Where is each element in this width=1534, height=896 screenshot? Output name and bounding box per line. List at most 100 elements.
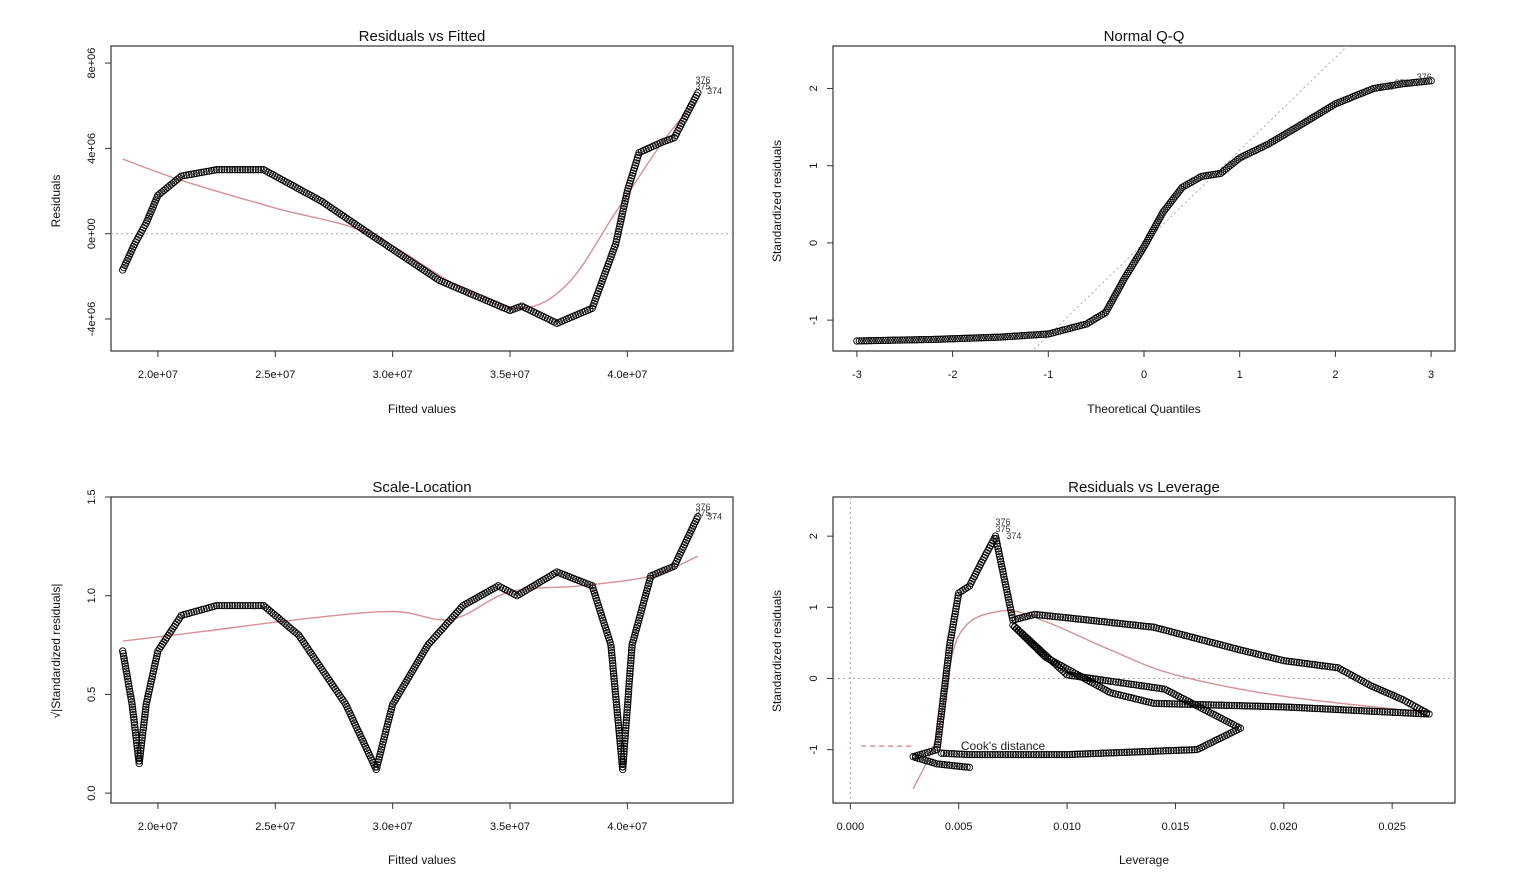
data-point — [1040, 750, 1048, 759]
data-point — [1317, 108, 1325, 117]
data-point — [126, 687, 134, 696]
data-point — [620, 745, 628, 753]
data-point — [1002, 585, 1011, 594]
data-point — [254, 166, 263, 174]
data-point — [1308, 704, 1316, 712]
data-point — [613, 708, 621, 717]
data-point — [1154, 747, 1162, 755]
data-point — [1119, 679, 1128, 687]
data-point — [980, 334, 988, 342]
data-point — [138, 736, 146, 744]
data-point — [138, 734, 146, 742]
data-point — [886, 336, 895, 344]
data-point — [1357, 707, 1366, 715]
data-point — [1030, 610, 1039, 619]
data-point — [1082, 616, 1090, 624]
data-point — [1376, 707, 1384, 716]
data-point — [953, 762, 961, 770]
data-point — [1214, 170, 1222, 178]
data-point — [1417, 78, 1426, 86]
data-point — [936, 718, 945, 726]
data-point — [1079, 750, 1087, 758]
data-point — [1044, 653, 1052, 661]
data-point — [1142, 682, 1151, 691]
data-point — [949, 623, 957, 631]
data-point — [121, 660, 129, 668]
data-point — [1259, 702, 1267, 711]
data-point — [940, 690, 948, 698]
data-point — [1083, 674, 1092, 682]
data-point — [1321, 705, 1329, 713]
data-point — [1334, 705, 1342, 714]
data-point — [1020, 331, 1029, 340]
data-point — [1120, 276, 1128, 284]
data-point — [1264, 140, 1273, 148]
data-point — [935, 725, 944, 733]
data-point — [1071, 750, 1079, 758]
data-point — [946, 335, 954, 343]
data-point — [1342, 706, 1350, 714]
data-point — [1118, 748, 1126, 757]
data-point — [940, 761, 949, 769]
data-point — [249, 601, 257, 610]
point-label: 375 — [996, 524, 1011, 534]
data-point — [128, 698, 136, 706]
data-point — [223, 601, 231, 610]
data-point — [1101, 676, 1110, 685]
data-point — [1297, 120, 1305, 129]
data-point — [621, 732, 629, 740]
data-point — [1183, 746, 1191, 754]
data-point — [611, 682, 619, 691]
data-point — [121, 662, 130, 670]
data-point — [1069, 614, 1077, 623]
data-point — [993, 540, 1001, 548]
data-point — [119, 652, 128, 660]
data-point — [626, 667, 634, 675]
data-point — [119, 647, 127, 655]
plot-frame — [110, 45, 734, 352]
data-point — [124, 675, 132, 683]
data-point — [1085, 319, 1093, 327]
data-point — [226, 601, 234, 610]
data-point — [1394, 708, 1402, 717]
data-point — [1402, 709, 1410, 717]
data-point — [1391, 81, 1399, 89]
data-point — [1096, 676, 1105, 684]
data-point — [1350, 706, 1358, 715]
data-point — [937, 715, 945, 723]
data-point — [1180, 631, 1188, 639]
data-point — [399, 683, 407, 691]
data-point — [1225, 701, 1233, 710]
data-point — [1386, 708, 1394, 716]
data-point — [1115, 748, 1123, 757]
data-point — [1012, 750, 1020, 759]
data-point — [625, 675, 634, 683]
data-point — [1293, 703, 1301, 712]
data-point — [936, 723, 944, 731]
data-point — [1251, 702, 1259, 710]
data-point — [877, 336, 885, 345]
data-point — [1344, 706, 1353, 714]
data-point — [130, 721, 139, 729]
data-point — [1051, 612, 1059, 621]
data-point — [622, 724, 630, 732]
data-point — [212, 166, 221, 174]
data-point — [1117, 679, 1125, 687]
data-point — [945, 761, 954, 769]
data-point — [1355, 706, 1363, 715]
data-point — [614, 713, 622, 722]
data-point — [1099, 749, 1108, 757]
data-point — [963, 334, 971, 342]
data-point — [1081, 750, 1089, 758]
data-point — [1313, 704, 1322, 713]
data-point — [611, 240, 620, 249]
data-point — [623, 711, 631, 719]
data-point — [941, 677, 950, 685]
data-point — [177, 172, 186, 180]
data-point — [1133, 748, 1141, 756]
data-point — [212, 601, 221, 610]
y-tick-label: 2 — [808, 85, 820, 91]
data-point — [1153, 218, 1162, 226]
data-point — [291, 183, 299, 191]
